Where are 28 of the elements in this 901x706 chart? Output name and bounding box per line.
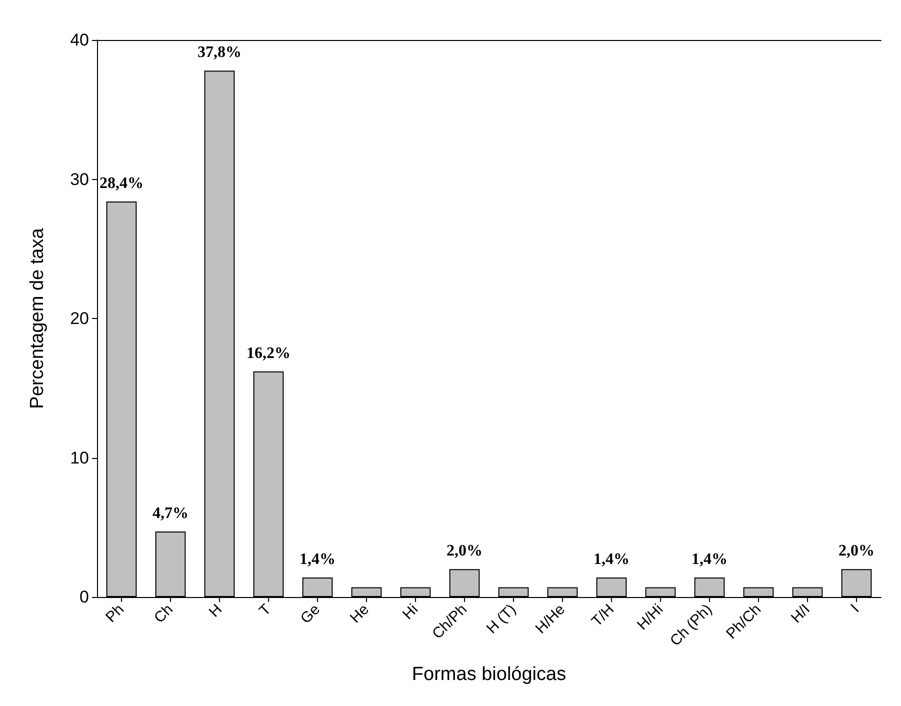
data-label: 1,4% <box>692 551 728 568</box>
x-tick-label: Ph <box>102 600 128 626</box>
y-tick-label: 20 <box>70 309 89 328</box>
x-tick-label: Hi <box>399 600 422 624</box>
data-label: 1,4% <box>300 551 336 568</box>
x-tick-label: T <box>256 600 275 620</box>
data-label: 4,7% <box>152 505 188 522</box>
x-tick-label: T/H <box>588 600 618 630</box>
y-axis-title: Percentagem de taxa <box>27 228 48 409</box>
x-tick-label: H (T) <box>483 600 520 638</box>
data-label: 16,2% <box>246 344 290 362</box>
y-tick-label: 30 <box>70 170 89 189</box>
x-tick-label: H/I <box>788 600 814 627</box>
x-tick-label: He <box>346 600 373 627</box>
data-label: 1,4% <box>594 551 630 568</box>
x-tick-label: Ge <box>297 600 324 628</box>
x-tick-label: H <box>206 600 226 621</box>
y-tick-label: 10 <box>70 448 89 468</box>
y-tick-label: 40 <box>70 30 89 50</box>
x-tick-label: I <box>848 600 863 616</box>
x-tick-label: Ch (Ph) <box>666 600 716 650</box>
data-label: 37,8% <box>198 44 242 62</box>
data-label: 28,4% <box>100 175 144 192</box>
data-label: 2,0% <box>446 542 482 560</box>
y-tick-label: 0 <box>80 588 89 606</box>
x-tick-label: Ch <box>150 600 177 627</box>
x-axis-title: Formas biológicas <box>412 664 566 685</box>
data-label: 2,0% <box>838 542 874 560</box>
